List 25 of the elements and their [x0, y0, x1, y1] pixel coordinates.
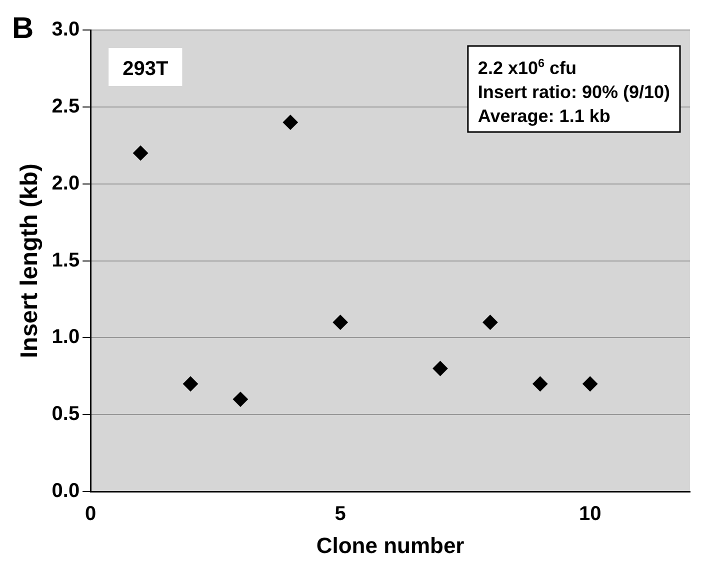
x-axis-title: Clone number	[316, 532, 465, 558]
x-tick-label: 0	[85, 503, 96, 526]
x-tick-label: 10	[578, 503, 602, 526]
y-tick-label: 1.5	[52, 249, 80, 272]
annotation: Average: 1.1 kb	[478, 106, 610, 126]
y-tick-label: 2.5	[52, 95, 80, 118]
y-tick-label: 2.0	[52, 172, 80, 194]
point	[532, 376, 548, 392]
x-tick-label: 5	[334, 503, 346, 526]
y-tick-label: 0.0	[52, 480, 80, 502]
text: B	[12, 12, 34, 45]
y-axis-title: Insert length (kb)	[16, 163, 44, 358]
point	[332, 314, 348, 330]
point	[432, 361, 448, 376]
point	[582, 376, 598, 392]
y-tick-label: 0.5	[52, 403, 80, 426]
annotation: Insert ratio: 90% (9/10)	[478, 82, 670, 102]
point	[133, 146, 148, 161]
y-tick-label: 3.0	[52, 18, 80, 41]
point	[232, 392, 248, 407]
y-tick-label: 1.0	[52, 326, 80, 348]
point	[282, 114, 298, 130]
point	[482, 314, 498, 330]
annotation: 293T	[122, 58, 168, 80]
point	[183, 376, 198, 392]
